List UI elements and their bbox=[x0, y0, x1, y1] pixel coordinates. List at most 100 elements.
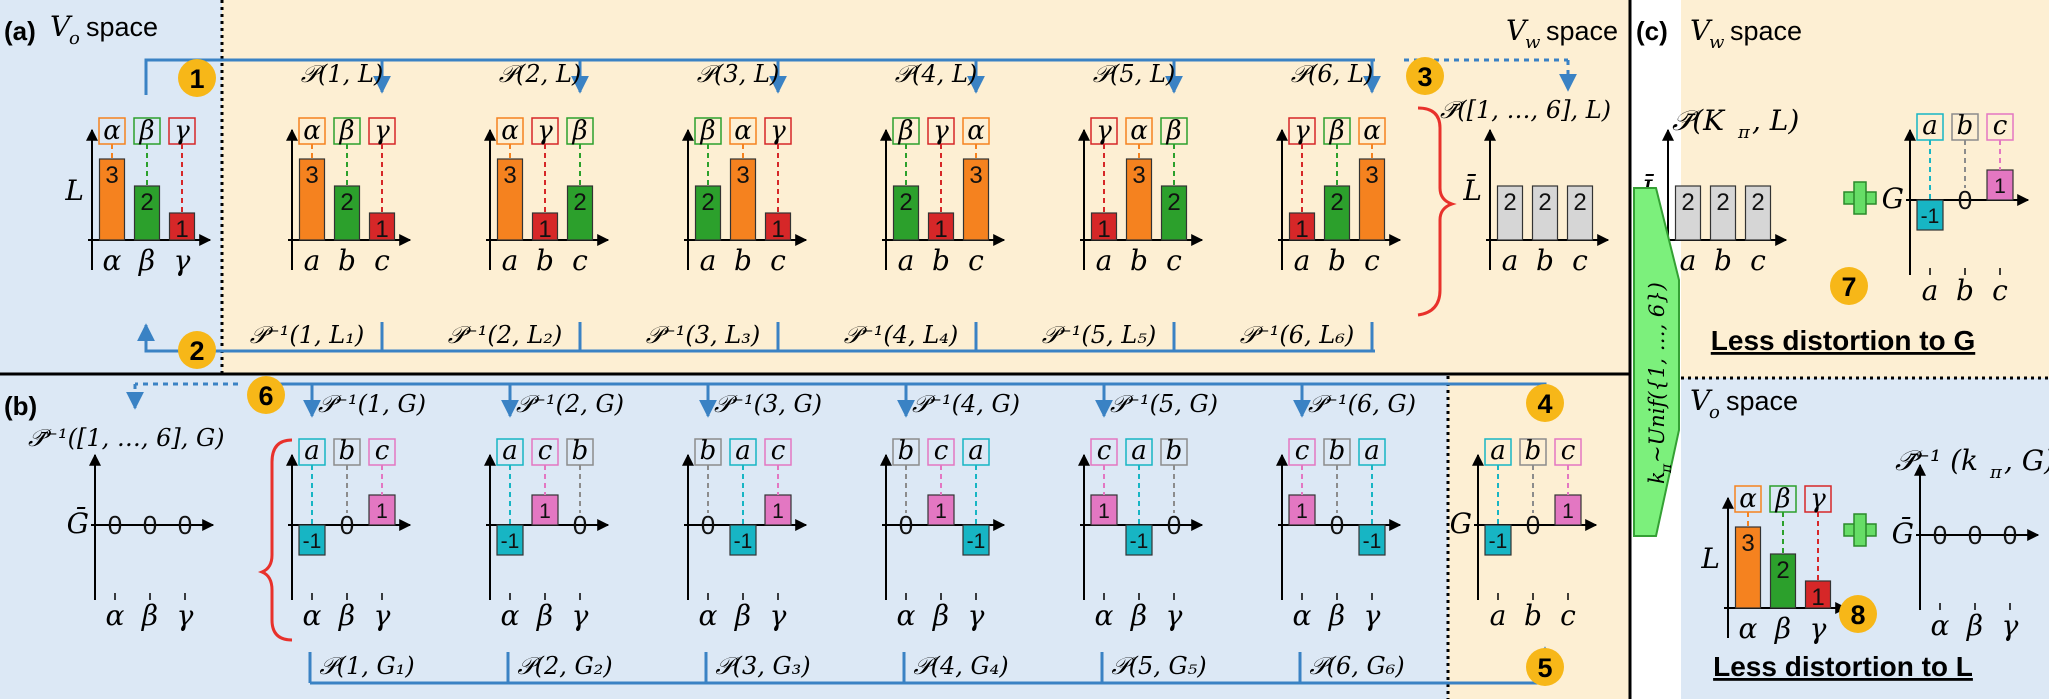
c-chart-G-x-label-1: b bbox=[1956, 274, 1974, 307]
svg-text:V: V bbox=[1690, 14, 1713, 47]
perm-chart-L-5-bar-value-0: 1 bbox=[1097, 216, 1110, 243]
brace-a bbox=[1417, 106, 1457, 317]
vw-space-title-a: V w space bbox=[1506, 14, 1618, 53]
c-chart-L-y-label: L bbox=[1700, 542, 1720, 575]
perm-chart-L-4-bar-value-2: 3 bbox=[969, 162, 982, 189]
perm-chart-G-3: 0 b α -1 a β 1 c γ bbox=[682, 436, 808, 632]
svg-text:space: space bbox=[1726, 386, 1798, 416]
perm-chart-L-6-bar-1 bbox=[1323, 185, 1351, 241]
base-chart-G-box-label-0: a bbox=[1490, 436, 1506, 466]
badge-4: 4 bbox=[1526, 384, 1564, 422]
avg-chart-G-bar-value-2: 0 bbox=[178, 510, 192, 540]
base-chart-G-box-label-2: c bbox=[1561, 436, 1576, 466]
svg-text:𝒫̄⁻¹ (k: 𝒫̄⁻¹ (k bbox=[1895, 444, 1978, 477]
perm-chart-L-5-bar-value-1: 3 bbox=[1132, 162, 1145, 189]
badge-7-text: 7 bbox=[1841, 272, 1856, 302]
base-chart-G-bar-2 bbox=[1554, 494, 1582, 526]
inv-label-a-6: 𝒫⁻¹(6, L₆) bbox=[1240, 321, 1354, 349]
perm-chart-L-4-box-label-2: α bbox=[967, 116, 985, 146]
inv-label-a-1: 𝒫⁻¹(1, L₁) bbox=[250, 321, 364, 349]
c-chart-L-box-label-2: γ bbox=[1810, 484, 1826, 514]
plus-icon-bottom bbox=[1843, 513, 1877, 547]
perm-chart-G-6-bar-value-1: 0 bbox=[1330, 510, 1344, 540]
perm-chart-G-3-bar-1 bbox=[729, 524, 757, 556]
perm-chart-G-3-x-label-0: α bbox=[699, 599, 718, 632]
c-chart-L-x-label-0: α bbox=[1739, 612, 1758, 645]
plus-icon-bottom-v bbox=[1853, 513, 1867, 547]
base-chart-G-y-label: G bbox=[1450, 507, 1472, 540]
flow-lines-a bbox=[137, 58, 1577, 353]
perm-label-b-2: 𝒫(2, G₂) bbox=[517, 652, 612, 680]
perm-chart-L-4-x-label-0: a bbox=[898, 244, 915, 277]
sampling-arrow-label: kπ~Unif({1, …, 6}) bbox=[1645, 282, 1675, 484]
base-chart-G-bar-value-1: 0 bbox=[1526, 510, 1540, 540]
perm-chart-L-6-box-label-2: α bbox=[1363, 116, 1381, 146]
perm-chart-L-4-x-label-2: c bbox=[968, 244, 984, 277]
perm-chart-G-5-box-label-2: b bbox=[1166, 436, 1183, 466]
perm-chart-G-4: 0 b α 1 c β -1 a γ bbox=[880, 436, 1006, 632]
svg-text:V: V bbox=[1690, 384, 1713, 417]
avg-chart-L-x-label-2: c bbox=[1572, 244, 1588, 277]
svg-text:o: o bbox=[69, 28, 80, 49]
plus-icon-top bbox=[1843, 181, 1877, 215]
perm-chart-L-3-bar-value-1: 3 bbox=[736, 162, 749, 189]
perm-chart-L-1-box-label-1: β bbox=[338, 116, 354, 146]
base-chart-L-bar-value-1: 2 bbox=[140, 189, 153, 216]
avg-chart-G-x-label-1: β bbox=[141, 599, 158, 632]
perm-chart-L-6-bar-value-0: 1 bbox=[1295, 216, 1308, 243]
perm-chart-L-6-bar-0 bbox=[1288, 212, 1316, 241]
perm-chart-G-6-x-label-1: β bbox=[1328, 599, 1345, 632]
perm-chart-L-3-bar-value-2: 1 bbox=[771, 216, 784, 243]
perm-chart-L-4-bar-value-0: 2 bbox=[899, 189, 912, 216]
avg-chart-G-x-label-0: α bbox=[106, 599, 125, 632]
avg-chart-L-bar-1 bbox=[1531, 185, 1559, 241]
badge-2: 2 bbox=[178, 331, 216, 369]
perm-chart-L-1-bar-0 bbox=[298, 158, 326, 241]
c-chart-G-bar-value-2: 1 bbox=[1994, 175, 2006, 198]
perm-chart-L-6-box-label-0: γ bbox=[1294, 116, 1310, 146]
perm-chart-G-2-box-label-0: a bbox=[502, 436, 518, 466]
perm-chart-L-4-x-label-1: b bbox=[932, 244, 950, 277]
perm-chart-G-4-box-label-1: c bbox=[934, 436, 949, 466]
c-avg-chart-L-bar-value-2: 2 bbox=[1751, 189, 1764, 216]
inv-label-a-3: 𝒫⁻¹(3, L₃) bbox=[646, 321, 760, 349]
perm-chart-G-1-bar-value-1: 0 bbox=[340, 510, 354, 540]
perm-chart-L-5-x-label-0: a bbox=[1096, 244, 1113, 277]
inv-label-b-5: 𝒫⁻¹(5, G) bbox=[1110, 390, 1218, 418]
c-avg-chart-G-x-label-1: β bbox=[1966, 609, 1983, 642]
pinv-label: 𝒫̄⁻¹ (k π , G) bbox=[1895, 444, 2049, 483]
perm-chart-L-6-bar-value-2: 3 bbox=[1365, 162, 1378, 189]
badge-8-text: 8 bbox=[1850, 600, 1865, 630]
base-chart-G-x-label-0: a bbox=[1490, 599, 1507, 632]
c-chart-G-bar-2 bbox=[1986, 169, 2014, 201]
base-chart-G-bar-value-0: -1 bbox=[1489, 530, 1508, 553]
svg-text:, G): , G) bbox=[2004, 444, 2049, 477]
perm-chart-L-6-x-label-1: b bbox=[1328, 244, 1346, 277]
perm-chart-L-2-bar-value-0: 3 bbox=[503, 162, 516, 189]
avg-chart-L-x-label-0: a bbox=[1502, 244, 1519, 277]
c-avg-chart-L-x-label-2: c bbox=[1750, 244, 1766, 277]
perm-chart-G-5-bar-0 bbox=[1090, 494, 1118, 526]
perm-chart-L-6-x-label-0: a bbox=[1294, 244, 1311, 277]
perm-chart-G-5: 1 c α -1 a β 0 b γ bbox=[1078, 436, 1204, 632]
perm-chart-G-4-bar-value-1: 1 bbox=[935, 500, 947, 523]
c-chart-G-bar-value-1: 0 bbox=[1958, 185, 1972, 215]
inv-label-a-4: 𝒫⁻¹(4, L₄) bbox=[844, 321, 958, 349]
avg-chart-L-bar-0 bbox=[1496, 185, 1524, 241]
inv-label-b-3: 𝒫⁻¹(3, G) bbox=[714, 390, 822, 418]
c-chart-L-bar-value-1: 2 bbox=[1776, 557, 1789, 584]
perm-chart-G-6-box-label-2: a bbox=[1364, 436, 1380, 466]
badge-7: 7 bbox=[1830, 267, 1868, 305]
perm-chart-G-2-bar-1 bbox=[531, 494, 559, 526]
badge-7-circle bbox=[1830, 267, 1868, 305]
brace-b bbox=[257, 438, 293, 642]
perm-chart-G-6-bar-value-2: -1 bbox=[1363, 530, 1382, 553]
perm-chart-G-1: -1 a α 0 b β 1 c γ bbox=[286, 436, 412, 632]
perm-chart-L-1-box-label-0: α bbox=[303, 116, 321, 146]
avg-label-b: 𝒫̄⁻¹([1, …, 6], G) bbox=[28, 424, 225, 452]
perm-chart-G-5-box-label-1: a bbox=[1131, 436, 1147, 466]
perm-chart-L-1-x-label-0: a bbox=[304, 244, 321, 277]
sampling-arrow-body bbox=[1633, 187, 1680, 537]
